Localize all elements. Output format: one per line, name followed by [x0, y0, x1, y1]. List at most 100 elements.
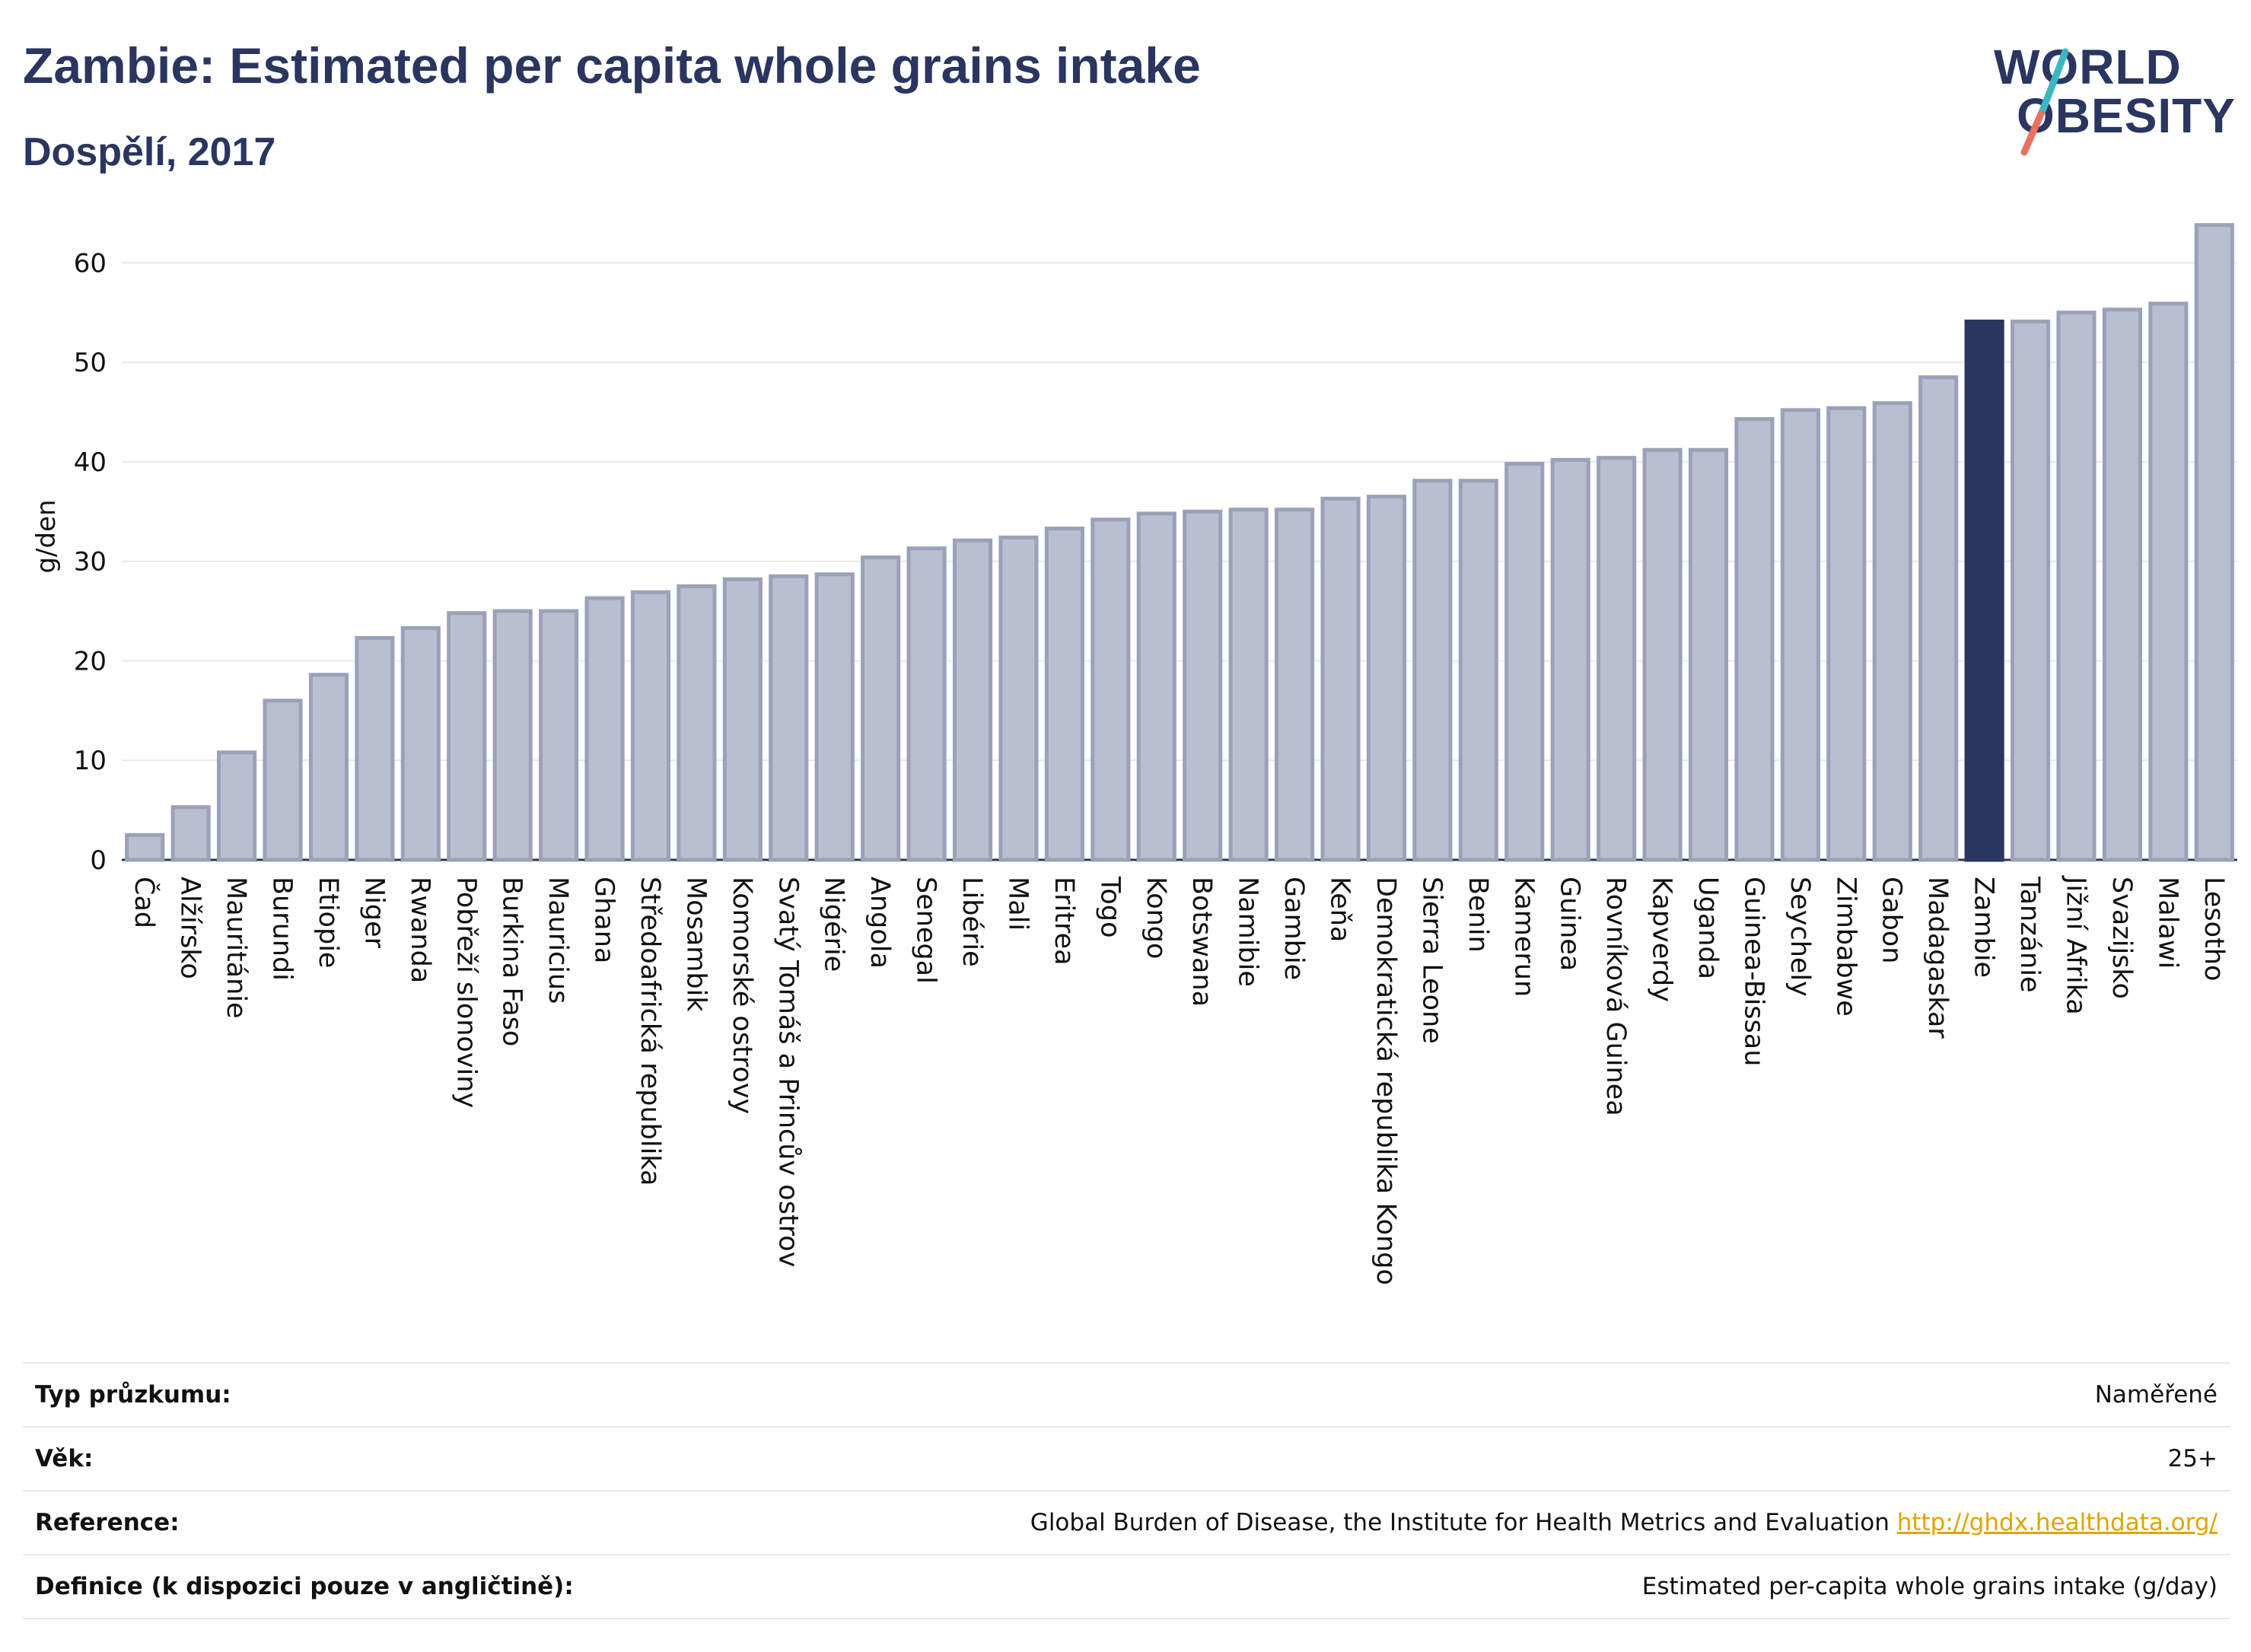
bar	[539, 609, 579, 862]
bar	[2102, 307, 2142, 862]
bar	[1688, 447, 1729, 862]
logo-slash-icon	[2020, 48, 2069, 156]
x-tick-label: Sierra Leone	[1416, 877, 1447, 1044]
x-tick-label: Guinea	[1555, 877, 1585, 971]
bar	[1597, 456, 1637, 862]
y-axis-ticks: 0 10 20 30 40 50 60	[74, 248, 107, 876]
bar	[492, 609, 533, 862]
meta-value: 25+	[2167, 1445, 2218, 1472]
bar	[1458, 479, 1498, 862]
x-tick-label: Seychely	[1785, 877, 1815, 997]
bar	[814, 572, 855, 862]
x-tick-label: Rwanda	[405, 877, 435, 983]
bar	[1412, 479, 1453, 862]
bar	[355, 635, 395, 862]
meta-label: Definice (k dispozici pouze v angličtině…	[35, 1573, 574, 1600]
y-axis-label: g/den	[31, 499, 62, 573]
x-tick-label: Kongo	[1141, 877, 1171, 959]
x-tick-label: Angola	[864, 877, 895, 969]
x-tick-label: Mauricius	[543, 877, 573, 1004]
x-tick-label: Eritrea	[1049, 877, 1079, 966]
meta-row-survey-type: Typ průzkumu: Naměřené	[23, 1362, 2230, 1426]
x-tick-label: Nigérie	[819, 877, 849, 972]
x-tick-label: Jižní Afrika	[2060, 875, 2090, 1015]
bar	[1183, 509, 1223, 862]
bar	[1044, 527, 1084, 862]
x-tick-label: Guinea-Bissau	[1738, 877, 1769, 1066]
x-tick-label: Svazijsko	[2106, 877, 2137, 999]
x-tick-label: Demokratická republika Kongo	[1371, 877, 1401, 1285]
x-tick-label: Lesotho	[2198, 877, 2229, 981]
bar	[1872, 401, 1912, 862]
logo-word-obesity: OBESITY	[2017, 88, 2236, 143]
x-tick-label: Rovníková Guinea	[1600, 877, 1631, 1116]
y-tick-label: 50	[74, 348, 107, 378]
x-tick-label: Burundi	[267, 877, 298, 981]
meta-row-age: Věk: 25+	[23, 1426, 2230, 1490]
bar	[1642, 447, 1683, 862]
x-tick-label: Svatý Tomáš a Princův ostrov	[772, 877, 803, 1267]
bar	[1275, 508, 1315, 862]
x-tick-label: Čad	[129, 877, 161, 928]
x-tick-label: Pobřeží slonoviny	[451, 877, 481, 1108]
x-axis-labels: Čad Alžírsko Mauritánie Burundi Etiopie Niger…	[129, 875, 2229, 1285]
x-tick-label: Gabon	[1877, 877, 1907, 963]
x-tick-label: Zambie	[1969, 877, 1999, 978]
x-tick-label: Zimbabwe	[1830, 877, 1861, 1017]
bar	[125, 832, 165, 862]
bar	[1826, 406, 1867, 862]
meta-value: Global Burden of Disease, the Institute …	[1030, 1509, 2230, 1536]
bar	[1734, 417, 1775, 862]
logo-word-world: WORLD	[1994, 40, 2182, 94]
chart-title: Zambie: Estimated per capita whole grain…	[23, 37, 1201, 94]
x-tick-label: Kapverdy	[1647, 877, 1677, 1002]
bar	[998, 535, 1039, 862]
x-tick-label: Gambie	[1278, 877, 1309, 980]
bar	[1550, 457, 1590, 862]
x-tick-label: Senegal	[911, 877, 941, 984]
bar	[1136, 511, 1176, 862]
bar	[2056, 310, 2097, 862]
reference-link[interactable]: http://ghdx.healthdata.org/	[1896, 1509, 2218, 1536]
bar	[769, 574, 809, 862]
x-tick-label: Středoafrická republika	[635, 877, 665, 1186]
y-tick-label: 0	[90, 845, 107, 876]
meta-value: Estimated per-capita whole grains intake…	[1641, 1573, 2218, 1600]
y-tick-label: 30	[74, 547, 107, 578]
bar	[400, 625, 441, 862]
x-tick-label: Botswana	[1186, 877, 1217, 1007]
world-obesity-logo[interactable]: WORLD OBESITY	[1986, 21, 2237, 158]
reference-text: Global Burden of Disease, the Institute …	[1030, 1509, 1890, 1536]
bar	[1228, 508, 1269, 862]
bar	[1090, 517, 1131, 862]
bar	[952, 538, 993, 862]
bar	[722, 577, 763, 862]
x-tick-label: Benin	[1463, 877, 1493, 953]
bar	[630, 590, 671, 862]
x-tick-label: Niger	[358, 877, 389, 949]
x-tick-label: Mauritánie	[221, 877, 251, 1019]
metadata-table: Typ průzkumu: Naměřené Věk: 25+ Referenc…	[23, 1362, 2230, 1619]
bars	[125, 223, 2234, 862]
x-tick-label: Alžírsko	[175, 877, 205, 979]
bar	[861, 555, 901, 862]
x-tick-label: Komorské ostrovy	[727, 877, 757, 1114]
x-tick-label: Libérie	[957, 877, 987, 967]
x-tick-label: Kamerun	[1508, 877, 1539, 997]
x-tick-label: Tanzánie	[2014, 876, 2045, 992]
x-tick-label: Mali	[1002, 877, 1033, 931]
bar	[677, 584, 717, 862]
y-tick-label: 20	[74, 646, 107, 676]
x-tick-label: Ghana	[589, 877, 619, 963]
x-tick-label: Namibie	[1233, 877, 1263, 987]
x-tick-label: Uganda	[1692, 877, 1723, 979]
meta-label: Typ průzkumu:	[35, 1381, 231, 1408]
bar	[2194, 223, 2234, 862]
bar	[308, 673, 349, 862]
x-tick-label: Malawi	[2152, 877, 2183, 969]
bar	[1780, 408, 1820, 862]
x-tick-label: Togo	[1094, 876, 1125, 937]
bar-highlighted	[1964, 320, 2004, 862]
x-tick-label: Burkina Faso	[497, 877, 527, 1046]
y-tick-label: 10	[74, 746, 107, 776]
